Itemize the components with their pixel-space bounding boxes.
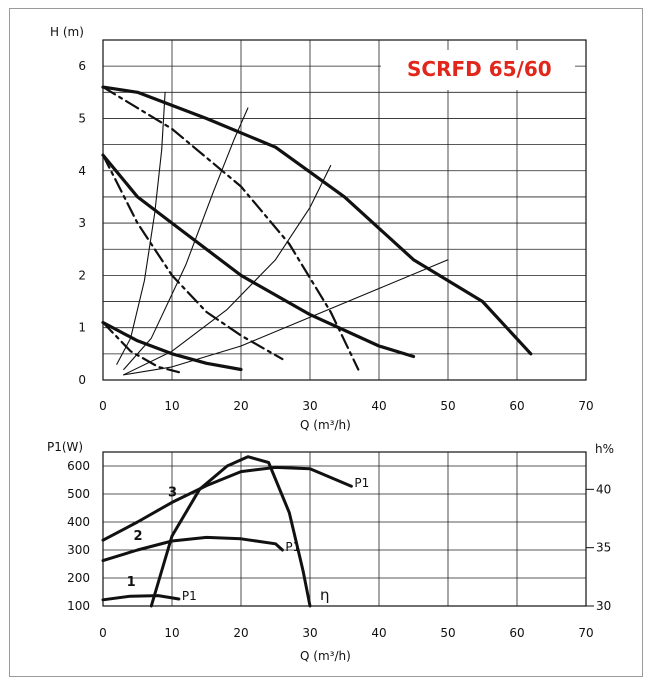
power-curve-speed-2: [101, 535, 284, 563]
bottom-plot-frame: [102, 451, 587, 607]
top-y-tick-label: 0: [78, 373, 86, 387]
speed-number-label: 3: [168, 485, 177, 500]
bottom-right-tick-label: 40: [596, 482, 611, 496]
system-curve-b: [123, 107, 249, 371]
top-y-tick-label: 5: [78, 111, 86, 125]
speed-number-label: 1: [127, 575, 136, 590]
top-y-tick-label: 4: [78, 164, 86, 178]
top-y-tick-label: 1: [78, 321, 86, 335]
bottom-x-tick-label: 10: [164, 626, 179, 640]
bottom-y-tick-label: 600: [67, 459, 90, 473]
top-y-tick-label: 6: [78, 59, 86, 73]
power-curve-speed-1: [101, 594, 181, 602]
system-curve-c: [123, 164, 332, 376]
head-curve-speed-1: [101, 320, 243, 372]
series-end-label: η: [320, 586, 330, 604]
power-plot: 0 10 20 30 40 50 60 70 100 200 300 400 500 600 30 35 40 P…: [67, 451, 611, 640]
head-plot: 0 10 20 30 40 50 60 70 0 1 2 3 4 5 6: [78, 39, 594, 413]
system-curve-a: [116, 91, 166, 365]
bottom-right-tick-label: 35: [596, 541, 611, 555]
bottom-x-tick-label: 0: [99, 626, 107, 640]
system-curve-d: [123, 259, 449, 376]
bottom-x-tick-label: 40: [371, 626, 386, 640]
bottom-x-tick-label: 60: [509, 626, 524, 640]
chart-title: SCRFD 65/60: [407, 57, 552, 81]
top-x-axis-label: Q (m³/h): [300, 418, 351, 432]
top-y-tick-label: 3: [78, 216, 86, 230]
top-x-tick-label: 40: [371, 399, 386, 413]
sheet-border: [9, 8, 643, 677]
top-x-tick-label: 70: [578, 399, 593, 413]
bottom-x-axis-label: Q (m³/h): [300, 649, 351, 663]
top-x-tick-label: 60: [509, 399, 524, 413]
head-curve-dashed-3: [101, 85, 360, 371]
top-plot-frame: [102, 39, 587, 381]
head-curve-speed-2: [101, 153, 416, 359]
title-box: [381, 50, 575, 90]
top-x-tick-label: 50: [440, 399, 455, 413]
top-x-tick-label: 30: [302, 399, 317, 413]
head-curve-speed-3: [101, 85, 533, 356]
series-end-label: P1: [182, 589, 197, 603]
bottom-y-tick-label: 100: [67, 599, 90, 613]
bottom-x-tick-label: 50: [440, 626, 455, 640]
efficiency-curve: [149, 455, 312, 608]
bottom-y-axis-label: P1(W): [47, 440, 83, 454]
power-curve-speed-3: [101, 465, 353, 542]
bottom-right-tick-label: 30: [596, 599, 611, 613]
top-x-tick-label: 20: [233, 399, 248, 413]
bottom-y-tick-label: 200: [67, 571, 90, 585]
bottom-y-tick-label: 500: [67, 487, 90, 501]
bottom-right-axis-label: h%: [595, 442, 614, 456]
bottom-x-tick-label: 70: [578, 626, 593, 640]
head-curve-dashed-1: [101, 321, 180, 374]
top-y-tick-label: 2: [78, 268, 86, 282]
series-end-label: P1: [354, 476, 369, 490]
bottom-x-tick-label: 30: [302, 626, 317, 640]
bottom-y-tick-label: 400: [67, 515, 90, 529]
head-curve-dashed-2: [101, 154, 284, 361]
top-y-axis-label: H (m): [50, 25, 84, 39]
speed-number-label: 2: [134, 529, 143, 544]
top-x-tick-label: 0: [99, 399, 107, 413]
bottom-x-tick-label: 20: [233, 626, 248, 640]
bottom-y-tick-label: 300: [67, 543, 90, 557]
top-x-tick-label: 10: [164, 399, 179, 413]
